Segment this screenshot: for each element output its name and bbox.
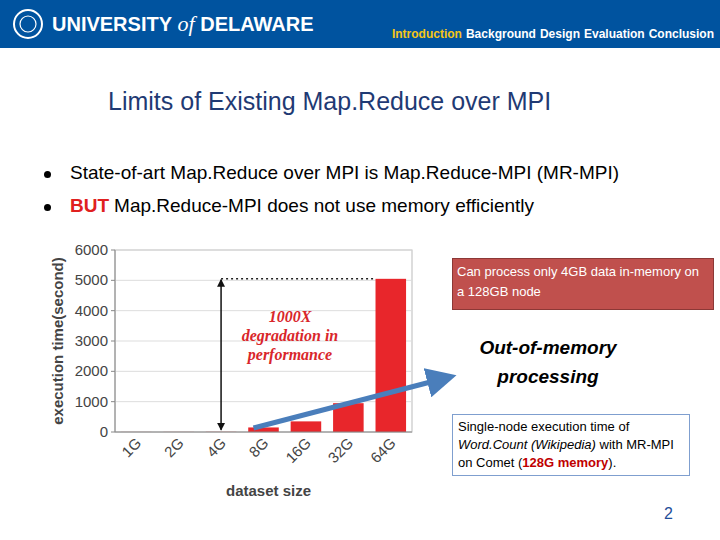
x-tick-label: 8G: [245, 434, 271, 460]
page-number: 2: [664, 505, 673, 523]
bullet-emph: BUT: [70, 195, 109, 216]
nav-item: Conclusion: [649, 27, 714, 41]
grid-line: [115, 280, 412, 281]
caption-part: Single-node execution time of: [458, 419, 629, 434]
y-tick-label: 4000: [75, 302, 108, 319]
grid-line: [115, 432, 412, 433]
bullet-text: Map.Reduce-MPI does not use memory effic…: [114, 195, 534, 216]
x-tick-label: 16G: [282, 434, 314, 466]
logo: UNIVERSITY of DELAWARE: [52, 11, 314, 36]
y-axis: [115, 250, 116, 432]
annotation-text: performance: [246, 346, 332, 364]
caption-part: ).: [608, 455, 616, 470]
pointer-arrow: [254, 379, 443, 428]
bullet-text: State-of-art Map.Reduce over MPI is Map.…: [70, 162, 619, 183]
bullet: BUTMap.Reduce-MPI does not use memory ef…: [70, 195, 534, 217]
y-tick: [111, 401, 115, 402]
annotation-text: 1000X: [269, 308, 312, 325]
x-tick-label: 4G: [203, 434, 229, 460]
annotation-arrow: [220, 280, 222, 430]
nav-item: Background: [466, 27, 536, 41]
bar: [376, 279, 407, 432]
nav-item: Design: [540, 27, 580, 41]
annotation-guide: [221, 278, 375, 280]
y-tick: [111, 280, 115, 281]
y-axis-label: execution time(second): [49, 257, 66, 425]
note: Out-of-memoryprocessing: [448, 333, 648, 391]
caption-part: Word.Count (Wikipedia): [458, 437, 596, 452]
y-tick-label: 2000: [75, 362, 108, 379]
slide: UNIVERSITY of DELAWARE 0 1000 2000 3000 4000 5…: [0, 0, 720, 540]
nav-item: Evaluation: [584, 27, 645, 41]
y-tick: [111, 310, 115, 311]
y-tick: [111, 250, 115, 251]
grid-line: [115, 310, 412, 311]
caption-box: Single-node execution time of Word.Count…: [452, 414, 690, 476]
y-tick-label: 6000: [75, 241, 108, 258]
slide-title: Limits of Existing Map.Reduce over MPI: [108, 87, 551, 116]
y-tick: [111, 432, 115, 433]
callout-box: Can process only 4GB data in-memory on a…: [452, 258, 714, 310]
bullet-dot: [44, 171, 51, 178]
bullet: State-of-art Map.Reduce over MPI is Map.…: [70, 162, 619, 184]
logo-word: DELAWARE: [195, 13, 314, 35]
grid-line: [115, 250, 412, 251]
nav-item: Introduction: [392, 27, 462, 41]
x-tick-label: 1G: [118, 434, 144, 460]
y-tick-label: 5000: [75, 271, 108, 288]
y-tick: [111, 341, 115, 342]
seal: [14, 10, 42, 38]
y-tick-label: 1000: [75, 393, 108, 410]
bars: [121, 279, 406, 432]
annotation-text: degradation in: [242, 327, 339, 345]
bar: [291, 421, 322, 432]
x-tick-label: 2G: [161, 434, 187, 460]
grid-line: [115, 371, 412, 372]
plot-frame: [115, 250, 412, 432]
seal-inner: [20, 16, 36, 32]
y-tick-label: 0: [100, 423, 108, 440]
bullet-dot: [44, 204, 51, 211]
grid-line: [115, 401, 412, 402]
x-tick-label: 64G: [367, 434, 399, 466]
y-tick: [111, 371, 115, 372]
y-tick-label: 3000: [75, 332, 108, 349]
x-tick-label: 32G: [324, 434, 356, 466]
caption-part: 128G memory: [522, 455, 608, 470]
x-axis: [115, 432, 412, 433]
note-line: processing: [448, 362, 648, 391]
bar: [248, 427, 279, 432]
header-bar: [0, 0, 720, 48]
note-line: Out-of-memory: [448, 333, 648, 362]
x-axis-label: dataset size: [226, 482, 311, 499]
logo-word: UNIVERSITY: [52, 13, 173, 35]
nav: Introduction Background Design Evaluation Co…: [388, 27, 714, 41]
